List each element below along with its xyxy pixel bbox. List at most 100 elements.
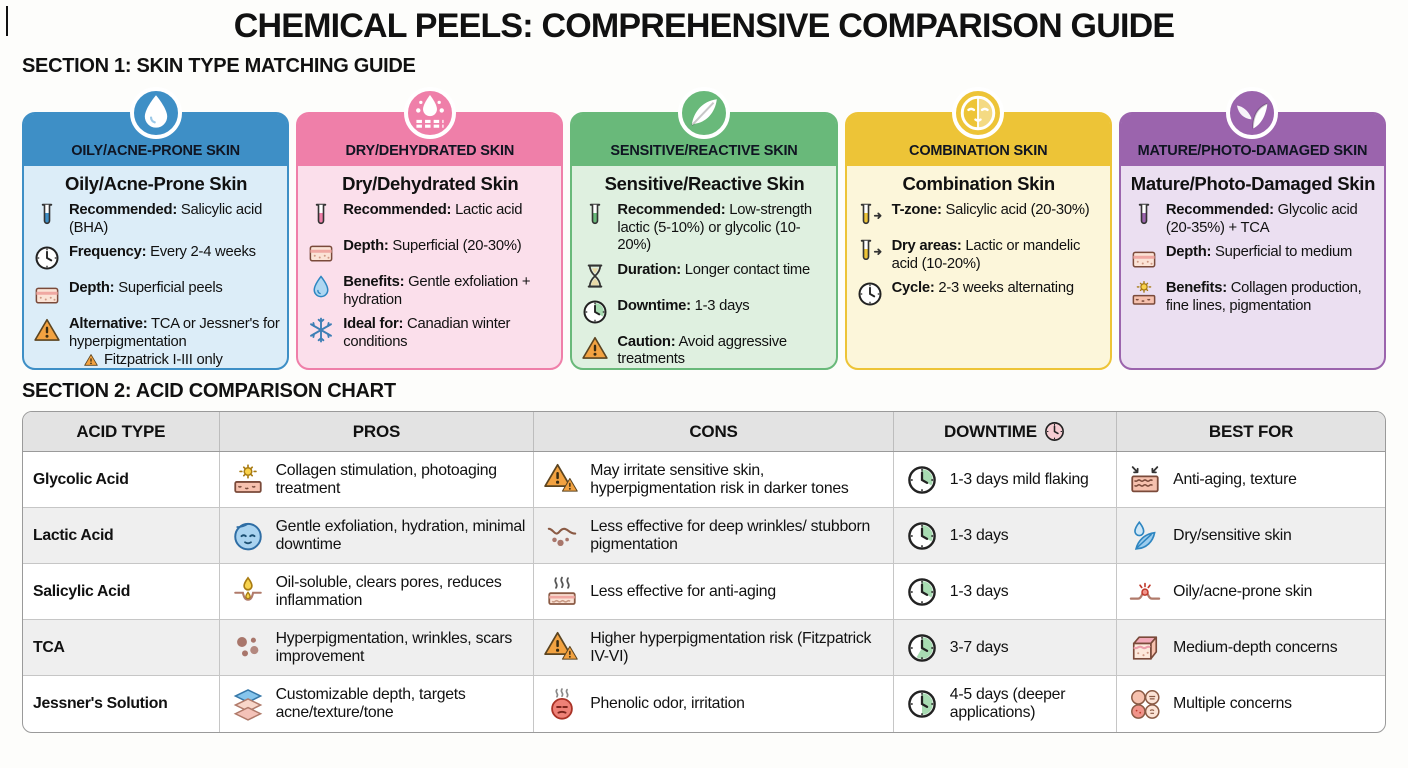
skin-type-card: SENSITIVE/REACTIVE SKIN Sensitive/Reactiv… [570, 87, 838, 371]
card-item: Cycle: 2-3 weeks alternating [855, 280, 1103, 309]
card-header: MATURE/PHOTO-DAMAGED SKIN [1120, 114, 1385, 167]
cons-text: Higher hyperpigmentation risk (Fitzpatri… [590, 629, 872, 665]
card-item: Benefits: Gentle exfoliation + hydration [306, 274, 554, 309]
pros-cell: Gentle exfoliation, hydration, minimal d… [219, 507, 535, 564]
table-body: Glycolic Acid Collagen stimulation, photo… [23, 451, 1385, 732]
test-tube-arrow-icon [855, 201, 885, 231]
card-item-text: Benefits: Gentle exfoliation + hydration [343, 274, 531, 308]
calm-face-icon [230, 518, 266, 554]
card-item-label: Depth: [1165, 244, 1212, 261]
card-item-text: Duration: Longer contact time [617, 261, 810, 278]
section1-heading: SECTION 1: SKIN TYPE MATCHING GUIDE [22, 55, 416, 78]
card-item: Recommended: Salicylic acid (BHA) [32, 202, 280, 237]
skin-arrows-icon [1127, 462, 1163, 498]
card-item: Depth: Superficial (20-30%) [306, 238, 554, 267]
card-item-text: T-zone: Salicylic acid (20-30%) [891, 202, 1090, 219]
cons-cell: Higher hyperpigmentation risk (Fitzpatri… [533, 619, 894, 676]
warning-triangle-icon [83, 352, 99, 368]
snowflake-icon [306, 315, 336, 345]
clock-pie-large-icon [904, 630, 940, 666]
card-item-text: Alternative: TCA or Jessner's for hyperp… [69, 316, 280, 369]
dots-cluster-icon [230, 630, 266, 666]
table-row: Glycolic Acid Collagen stimulation, photo… [23, 451, 1385, 508]
card-header-label: COMBINATION SKIN [909, 143, 1048, 160]
clock-pie-small-icon [904, 462, 940, 498]
card-title: Combination Skin [902, 173, 1055, 195]
double-warning-icon [544, 462, 580, 498]
column-header-cons: CONS [533, 412, 894, 453]
feather-icon [682, 91, 726, 135]
card-title: Mature/Photo-Damaged Skin [1130, 173, 1376, 195]
card-item-text: Cycle: 2-3 weeks alternating [891, 280, 1074, 297]
pros-text: Gentle exfoliation, hydration, minimal d… [275, 517, 526, 553]
card-body: Oily/Acne-Prone Skin Recommended: Salicyl… [24, 166, 287, 382]
warning-triangle-icon [32, 315, 62, 345]
card-item: Alternative: TCA or Jessner's for hyperp… [32, 316, 280, 369]
card-item-text: Recommended: Glycolic acid (20-35%) + TC… [1165, 202, 1358, 236]
card-item-text: Recommended: Low-strength lactic (5-10%)… [617, 202, 812, 254]
column-header-label: ACID TYPE [76, 422, 166, 442]
pros-text: Hyperpigmentation, wrinkles, scars impro… [275, 629, 513, 665]
acid-name-cell: Salicylic Acid [23, 563, 220, 620]
best-cell: Medium-depth concerns [1116, 619, 1385, 676]
card-badge [129, 87, 182, 140]
half-face-icon [956, 91, 1000, 135]
pros-text: Customizable depth, targets acne/texture… [275, 685, 466, 722]
card-item: Depth: Superficial peels [32, 280, 280, 309]
cons-text: May irritate sensitive skin, hyperpigmen… [590, 461, 849, 497]
layers-icon [230, 686, 266, 722]
card-item-label: Benefits: [343, 274, 405, 291]
pros-cell: Hyperpigmentation, wrinkles, scars impro… [219, 619, 535, 676]
leaf-sprig-icon [1230, 91, 1274, 135]
pros-text: Collagen stimulation, photoaging treatme… [275, 461, 497, 497]
card-item: Recommended: Low-strength lactic (5-10%)… [580, 202, 828, 254]
clock-pie-small-icon [580, 297, 610, 327]
blue-drop-icon [306, 273, 336, 303]
card-item-text: Depth: Superficial (20-30%) [343, 238, 522, 255]
pros-cell: Collagen stimulation, photoaging treatme… [219, 451, 535, 508]
hourglass-icon [580, 261, 610, 291]
card-item-label: Cycle: [891, 280, 935, 297]
droplet-splash-icon [408, 91, 452, 135]
card-header-label: MATURE/PHOTO-DAMAGED SKIN [1137, 143, 1368, 160]
card-badge [952, 87, 1005, 140]
cons-cell: May irritate sensitive skin, hyperpigmen… [533, 451, 894, 508]
skin-layers-icon [306, 237, 336, 267]
column-header-label: CONS [689, 422, 738, 442]
best-cell: Anti-aging, texture [1117, 452, 1385, 508]
downtime-text: 1-3 days mild flaking [949, 470, 1089, 488]
card-item-label: Recommended: [343, 202, 452, 219]
test-tube-arrow-icon [855, 237, 885, 267]
card-badge [403, 87, 456, 140]
downtime-text: 3-7 days [949, 638, 1009, 656]
column-header-acid-type: ACID TYPE [23, 412, 220, 453]
card-item: Benefits: Collagen production, fine line… [1129, 280, 1377, 315]
card-item-label: Alternative: [69, 316, 148, 333]
clock-pie-half-icon [904, 686, 940, 722]
downtime-text: 4-5 days (deeper applications) [949, 685, 1066, 722]
oil-pore-icon [230, 574, 266, 610]
pros-cell: Customizable depth, targets acne/texture… [219, 675, 535, 732]
best-cell: Oily/acne-prone skin [1116, 563, 1385, 620]
card-item: Dry areas: Lactic or mandelic acid (10-2… [855, 238, 1103, 273]
acid-comparison-table: ACID TYPE PROS CONS DOWNTIME BEST FOR Glycol… [23, 412, 1385, 732]
card-item: Depth: Superficial to medium [1129, 244, 1377, 273]
card-item-text: Recommended: Lactic acid [343, 202, 523, 219]
downtime-cell: 1-3 days [893, 563, 1118, 620]
card-item-text: Ideal for: Canadian winter conditions [343, 316, 511, 350]
card-item-text: Caution: Avoid aggressive treatments [617, 333, 787, 368]
card-body: Mature/Photo-Damaged Skin Recommended: Gl… [1121, 166, 1384, 328]
skin-layers-icon [1129, 243, 1159, 273]
column-header-label: DOWNTIME [944, 421, 1037, 441]
card-item-label: Duration: [617, 261, 681, 278]
card-title: Oily/Acne-Prone Skin [65, 173, 248, 195]
table-row: Lactic Acid Gentle exfoliation, hydration… [23, 507, 1385, 564]
best-text: Multiple concerns [1173, 695, 1292, 713]
four-circles-icon [1127, 686, 1163, 722]
stray-mark [6, 6, 8, 36]
card-badge [1226, 87, 1279, 140]
card-item: Downtime: 1-3 days [580, 298, 828, 327]
downtime-cell: 3-7 days [893, 619, 1118, 676]
cons-text: Phenolic odor, irritation [590, 695, 745, 713]
section2-heading: SECTION 2: ACID COMPARISON CHART [22, 380, 396, 403]
